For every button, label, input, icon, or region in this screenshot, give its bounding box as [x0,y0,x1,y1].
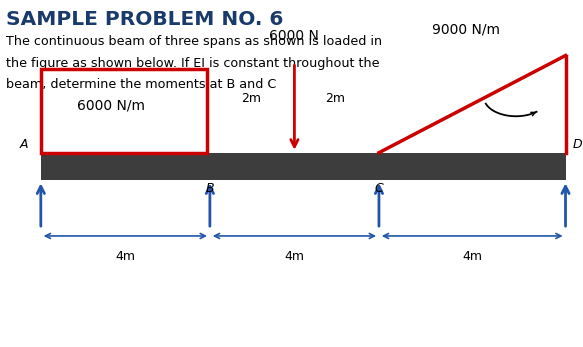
Text: A: A [19,138,28,151]
Text: beam, determine the moments at B and C: beam, determine the moments at B and C [6,78,276,91]
Text: 6000 N: 6000 N [269,29,319,43]
Text: 4m: 4m [462,250,482,263]
Text: 6000 N/m: 6000 N/m [77,99,145,113]
Text: D: D [573,138,583,151]
Bar [41,153,566,180]
Text: 2m: 2m [241,92,261,105]
Text: B: B [206,182,214,195]
Text: 2m: 2m [325,92,345,105]
Text: C: C [374,182,384,195]
Text: The continuous beam of three spans as shown is loaded in: The continuous beam of three spans as sh… [6,35,382,48]
Text: 4m: 4m [285,250,304,263]
Bar [41,69,207,153]
Text: SAMPLE PROBLEM NO. 6: SAMPLE PROBLEM NO. 6 [6,10,283,29]
Text: 9000 N/m: 9000 N/m [433,23,500,36]
Text: 4m: 4m [115,250,135,263]
Text: the figure as shown below. If EI is constant throughout the: the figure as shown below. If EI is cons… [6,57,380,69]
